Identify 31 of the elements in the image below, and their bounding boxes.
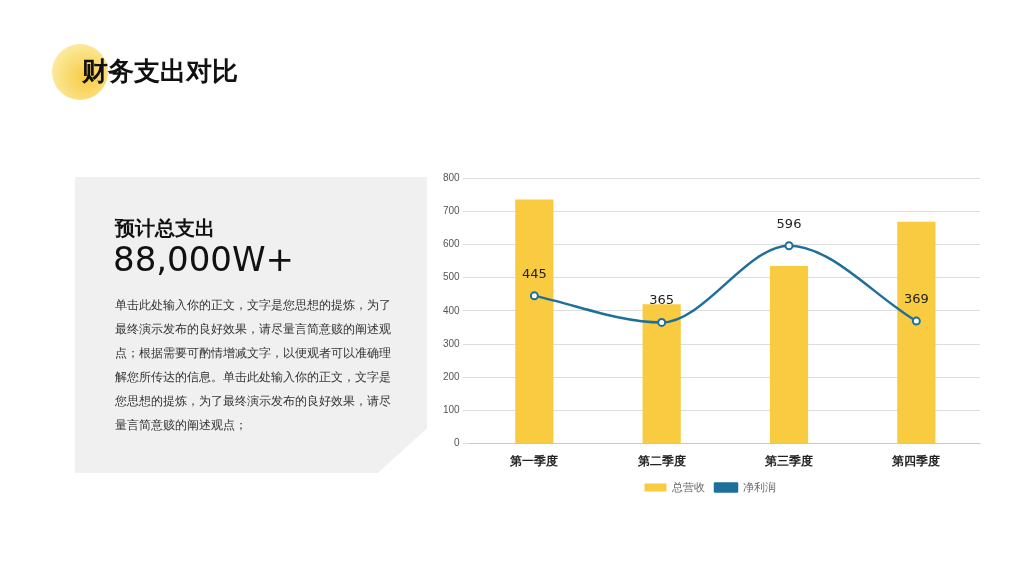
y-tick-label: 300 <box>443 337 461 349</box>
bar <box>769 265 809 444</box>
point <box>911 316 921 326</box>
y-tick-label: 400 <box>443 304 461 316</box>
y-tick-label: 800 <box>443 171 461 183</box>
data-label: 596 <box>776 215 802 231</box>
text: 财务支出对比 <box>82 55 238 88</box>
y-tick-label: 500 <box>443 271 461 283</box>
point <box>784 241 794 251</box>
x-tick-label: 第四季度 <box>891 454 941 469</box>
x-tick-label: 第二季度 <box>636 454 686 469</box>
y-tick-label: 200 <box>443 370 461 382</box>
bar <box>642 304 681 444</box>
text: 单击此处输入你的正文，文字是您思想的提炼，为了最终演示发布的良好效果，请尽量言简意赅的阐述观点；根据需要可酌情增减文字，以便观者可以准确理解您所传达的信息。单击此处输入你的正文，文字是您思想的提炼，为了最终演示发布的良好效果，请尽量言简意赅的阐述观点； <box>115 297 392 434</box>
legend-label: 总营收 <box>671 480 705 493</box>
text: 88,000W+ <box>113 239 295 279</box>
y-tick-label: 0 <box>454 437 461 449</box>
data-label: 365 <box>649 292 675 308</box>
y-tick-label: 600 <box>443 238 461 250</box>
y-tick-label: 100 <box>443 404 461 416</box>
x-tick-label: 第一季度 <box>509 454 559 469</box>
point <box>529 291 539 301</box>
point <box>657 317 667 327</box>
data-label: 445 <box>521 265 547 281</box>
legend-label: 净利润 <box>742 480 776 493</box>
text: 预计总支出 <box>115 215 215 242</box>
bar <box>515 199 554 444</box>
y-tick-label: 700 <box>443 204 461 216</box>
data-label: 369 <box>903 290 929 306</box>
bar <box>897 221 936 444</box>
x-tick-label: 第三季度 <box>764 454 814 469</box>
